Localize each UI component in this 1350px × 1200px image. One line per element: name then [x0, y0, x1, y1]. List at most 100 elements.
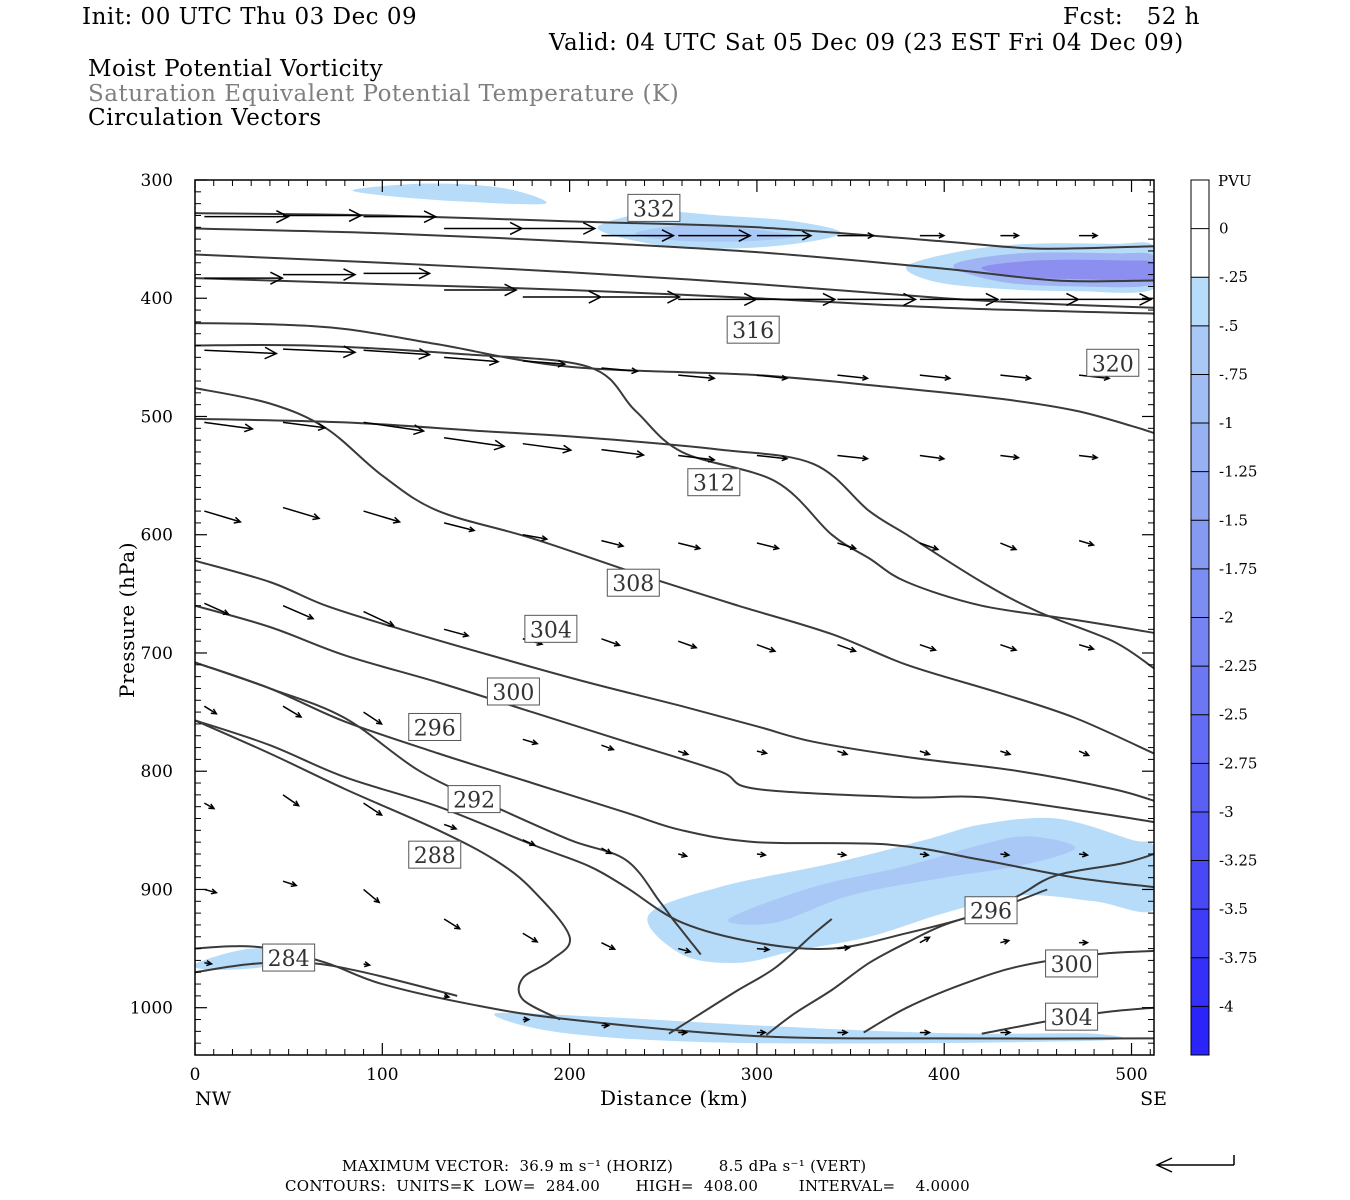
theta-contour — [668, 918, 833, 1035]
x-tick-label: 500 — [1115, 1065, 1147, 1085]
circulation-vector — [1000, 232, 1021, 239]
colorbar-tick-label: -4 — [1219, 997, 1234, 1015]
y-tick-label: 700 — [141, 644, 173, 664]
circulation-vector — [444, 221, 524, 236]
contour-label-text: 288 — [414, 844, 456, 869]
contour-label: 300 — [486, 677, 540, 706]
circulation-vector — [522, 533, 549, 542]
circulation-vector — [919, 542, 940, 551]
circulation-vector — [522, 738, 539, 746]
circulation-vector — [443, 992, 451, 1000]
contour-label: 288 — [408, 840, 462, 869]
colorbar-swatch — [1191, 374, 1209, 424]
circulation-vector — [1000, 542, 1018, 551]
contour-label-text: 308 — [612, 572, 654, 597]
colorbar-tick-label: -.25 — [1219, 268, 1248, 286]
colorbar-tick-label: -2 — [1219, 609, 1234, 627]
colorbar-tick-label: -3.5 — [1219, 900, 1248, 918]
circulation-vector — [837, 749, 849, 756]
circulation-vector — [522, 1016, 531, 1023]
y-axis-label: Pressure (hPa) — [115, 542, 139, 698]
circulation-vector — [601, 744, 616, 751]
circulation-vector — [363, 711, 383, 725]
contour-label: 308 — [606, 568, 660, 597]
x-tick-label: 300 — [741, 1065, 773, 1085]
contour-label-text: 304 — [530, 618, 572, 643]
circulation-vector — [601, 847, 613, 855]
circulation-vector — [756, 749, 769, 756]
contour-label: 292 — [447, 785, 501, 814]
x-tick-label: 200 — [553, 1065, 585, 1085]
circulation-vector — [444, 437, 506, 451]
contour-info-note: CONTOURS: UNITS=K LOW= 284.00 HIGH= 408.… — [285, 1177, 970, 1195]
contour-label-text: 300 — [1051, 953, 1093, 978]
reference-vector — [1155, 1155, 1235, 1173]
y-tick-label: 400 — [141, 289, 173, 309]
contour-label-text: 292 — [453, 789, 495, 814]
y-tick-label: 600 — [141, 526, 173, 546]
colorbar-tick-label: -.75 — [1219, 365, 1248, 383]
circulation-vector — [837, 542, 858, 551]
circulation-vector — [678, 374, 716, 382]
circulation-vector — [363, 802, 383, 816]
circulation-vector — [601, 638, 622, 647]
circulation-vector — [919, 1029, 932, 1036]
contour-label-text: 316 — [732, 319, 774, 344]
circulation-vector — [363, 210, 438, 224]
circulation-vector — [204, 602, 230, 616]
colorbar-swatch — [1191, 277, 1209, 327]
circulation-vector — [601, 539, 625, 548]
theta-contour — [195, 253, 1154, 309]
colorbar-swatch — [1191, 909, 1209, 959]
colorbar-swatch — [1191, 811, 1209, 862]
contour-label: 296 — [964, 896, 1018, 925]
theta-contour — [195, 417, 1154, 670]
colorbar-swatch — [1191, 180, 1209, 230]
valid-time: Valid: 04 UTC Sat 05 Dec 09 (23 EST Fri … — [549, 30, 1184, 56]
circulation-vector — [678, 229, 752, 243]
circulation-vector — [756, 454, 789, 462]
x-tick-label: 0 — [190, 1065, 201, 1085]
theta-contour — [195, 661, 702, 956]
contour-labels: 332 316 320 312 308 304 300 296 292 288 284 296 300 3… — [262, 193, 1140, 1031]
pv-colorbar: PVU 0 -.25 -.5 -.75 -1 -1.25 -1.5 -1.75 -2 -2.25 -2… — [1190, 172, 1257, 1056]
theta-contour — [195, 719, 1154, 950]
theta-contour — [195, 559, 1154, 802]
circulation-vector — [837, 944, 852, 952]
circulation-vector — [363, 510, 402, 524]
contour-label: 332 — [627, 193, 681, 222]
contour-label-text: 296 — [414, 716, 456, 741]
circulation-vector — [1000, 851, 1011, 858]
circulation-vector — [678, 292, 758, 307]
colorbar-swatch — [1191, 666, 1209, 716]
theta-contour — [195, 277, 1154, 315]
circulation-vector — [1000, 938, 1011, 945]
circulation-vector — [601, 448, 646, 459]
pv-region — [981, 259, 1154, 282]
theta-contour — [863, 949, 1154, 1034]
circulation-vector — [837, 851, 848, 858]
circulation-vector — [363, 610, 396, 627]
circulation-vector — [1078, 539, 1096, 547]
pv-shading — [195, 183, 1154, 1044]
contour-label-text: 304 — [1051, 1006, 1093, 1031]
circulation-vector — [443, 918, 462, 930]
y-tick-label: 1000 — [130, 999, 173, 1019]
circulation-vector — [678, 749, 690, 756]
colorbar-tick-label: -3 — [1219, 803, 1234, 821]
circulation-vector — [363, 267, 432, 280]
circulation-vector — [444, 283, 518, 297]
circulation-vector — [444, 356, 500, 367]
pv-region — [494, 1012, 1124, 1044]
circulation-vector — [1000, 643, 1018, 652]
circulation-vector — [919, 232, 946, 239]
theta-contour — [195, 212, 1154, 250]
circulation-vector — [756, 542, 781, 551]
circulation-vector — [522, 359, 567, 368]
x-axis-label: Distance (km) — [600, 1086, 748, 1110]
pv-region — [634, 224, 795, 242]
colorbar-swatch — [1191, 471, 1209, 521]
contour-label-text: 312 — [693, 472, 735, 497]
axes: 300 400 500 600 700 800 900 1000 0 100 200 300 400 50… — [130, 171, 1154, 1085]
